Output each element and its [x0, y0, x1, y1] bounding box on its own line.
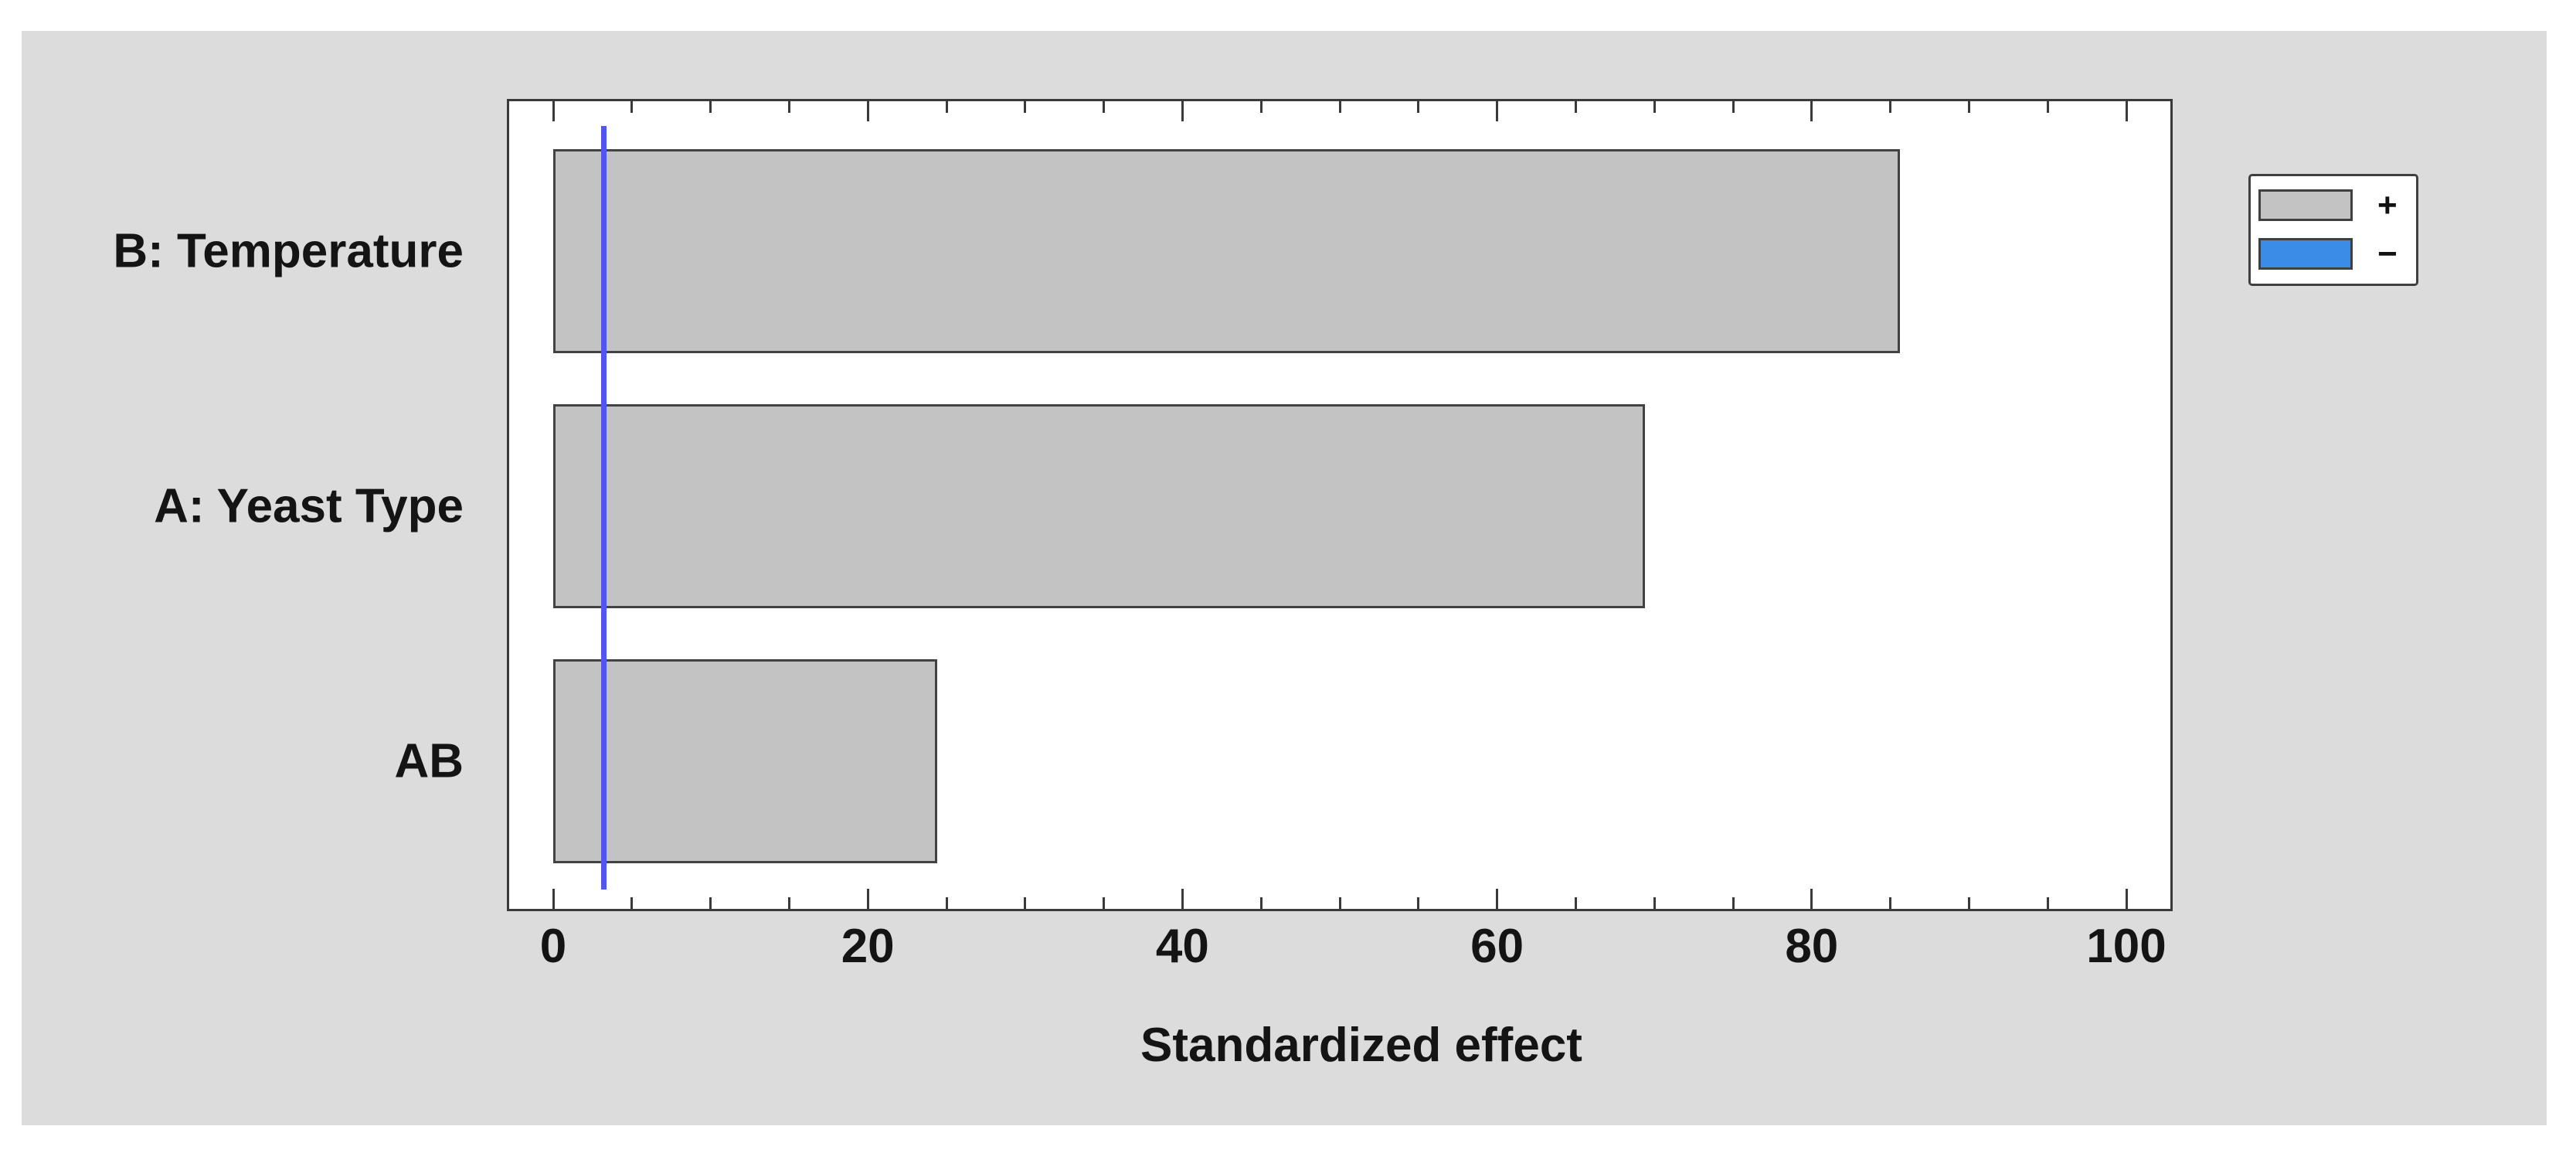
bar-ab [553, 659, 937, 863]
major-tick-bottom-80 [1810, 889, 1813, 909]
major-tick-top-60 [1496, 101, 1499, 121]
minor-tick-top-95 [2046, 101, 2049, 113]
major-tick-bottom-100 [2125, 889, 2128, 909]
minor-tick-bottom-55 [1417, 897, 1420, 909]
minor-tick-top-55 [1417, 101, 1420, 113]
major-tick-bottom-20 [866, 889, 869, 909]
minor-tick-top-65 [1574, 101, 1577, 113]
minor-tick-top-10 [709, 101, 712, 113]
significance-reference-line [600, 126, 607, 890]
bar-b-temperature [553, 149, 1900, 353]
major-tick-bottom-40 [1181, 889, 1184, 909]
x-tick-label-20: 20 [841, 920, 895, 973]
x-tick-label-0: 0 [539, 920, 567, 973]
minor-tick-bottom-95 [2046, 897, 2049, 909]
bar-a-yeast-type [553, 404, 1645, 608]
minor-tick-top-90 [1967, 101, 1970, 113]
minor-tick-top-70 [1653, 101, 1656, 113]
minor-tick-top-45 [1259, 101, 1263, 113]
major-tick-top-40 [1181, 101, 1184, 121]
plot-area [507, 99, 2173, 911]
minor-tick-bottom-25 [945, 897, 948, 909]
major-tick-top-20 [866, 101, 869, 121]
legend-negative-label: − [2377, 235, 2398, 273]
legend-row-negative: − [2258, 235, 2398, 273]
chart-panel: Standardized effect + − [22, 31, 2547, 1125]
minor-tick-top-25 [945, 101, 948, 113]
category-label-b-temperature: B: Temperature [113, 224, 464, 278]
major-tick-bottom-60 [1496, 889, 1499, 909]
category-label-a-yeast-type: A: Yeast Type [154, 479, 464, 533]
major-tick-top-100 [2125, 101, 2128, 121]
major-tick-top-80 [1810, 101, 1813, 121]
legend-row-positive: + [2258, 186, 2398, 224]
x-tick-label-100: 100 [2086, 920, 2166, 973]
x-axis-title: Standardized effect [1140, 1019, 1582, 1072]
minor-tick-top-5 [630, 101, 634, 113]
minor-tick-bottom-90 [1967, 897, 1970, 909]
minor-tick-top-85 [1889, 101, 1892, 113]
x-tick-label-60: 60 [1470, 920, 1524, 973]
legend-positive-label: + [2377, 186, 2398, 224]
minor-tick-bottom-45 [1259, 897, 1263, 909]
minor-tick-bottom-35 [1103, 897, 1106, 909]
minor-tick-bottom-70 [1653, 897, 1656, 909]
minor-tick-bottom-5 [630, 897, 634, 909]
minor-tick-bottom-50 [1338, 897, 1341, 909]
minor-tick-bottom-75 [1731, 897, 1735, 909]
minor-tick-bottom-30 [1024, 897, 1027, 909]
minor-tick-bottom-65 [1574, 897, 1577, 909]
minor-tick-bottom-10 [709, 897, 712, 909]
minor-tick-top-15 [787, 101, 790, 113]
minor-tick-bottom-15 [787, 897, 790, 909]
major-tick-bottom-0 [552, 889, 555, 909]
minor-tick-bottom-85 [1889, 897, 1892, 909]
x-tick-label-40: 40 [1155, 920, 1209, 973]
legend-positive-swatch [2258, 189, 2353, 221]
x-tick-label-80: 80 [1785, 920, 1839, 973]
minor-tick-top-50 [1338, 101, 1341, 113]
category-label-ab: AB [394, 734, 464, 788]
minor-tick-top-30 [1024, 101, 1027, 113]
major-tick-top-0 [552, 101, 555, 121]
minor-tick-top-35 [1103, 101, 1106, 113]
legend: + − [2248, 174, 2418, 286]
minor-tick-top-75 [1731, 101, 1735, 113]
legend-negative-swatch [2258, 238, 2353, 270]
